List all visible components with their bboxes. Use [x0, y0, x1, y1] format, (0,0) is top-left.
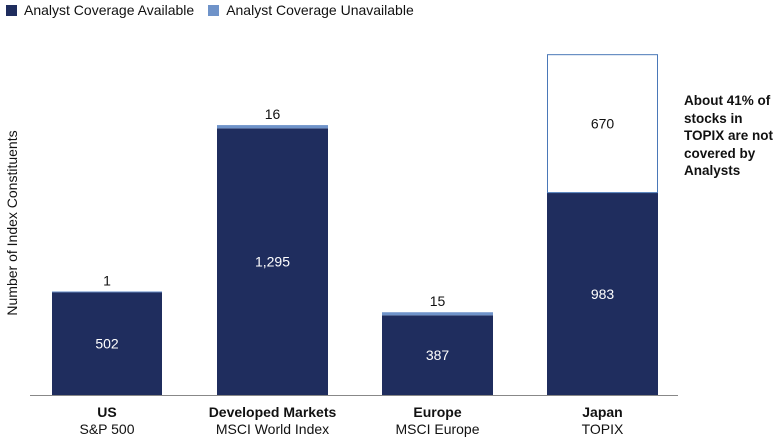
legend: Analyst Coverage Available Analyst Cover… [6, 2, 428, 18]
data-label-unavailable-japan: 670 [591, 116, 615, 132]
legend-swatch-available [6, 4, 17, 16]
x-tick-label-developed-markets: Developed Markets [209, 404, 337, 420]
data-label-available-developed-markets: 1,295 [255, 254, 290, 270]
data-label-available-us: 502 [95, 335, 119, 351]
x-tick-label-europe: Europe [413, 404, 461, 420]
data-label-unavailable-developed-markets: 16 [265, 106, 281, 122]
data-label-unavailable-europe: 15 [430, 293, 446, 309]
bar-available-europe [382, 315, 493, 395]
bar-available-developed-markets [217, 128, 328, 395]
bar-unavailable-japan [547, 54, 658, 194]
legend-label-unavailable: Analyst Coverage Unavailable [226, 2, 414, 18]
data-label-available-europe: 387 [426, 347, 450, 363]
y-axis-title: Number of Index Constituents [4, 130, 20, 315]
bar-unavailable-europe [382, 312, 493, 316]
legend-swatch-unavailable [208, 4, 220, 16]
bar-unavailable-us [52, 291, 162, 293]
bar-available-us [52, 291, 162, 395]
legend-label-available: Analyst Coverage Available [24, 2, 195, 18]
x-tick-label-us: US [97, 404, 116, 420]
bar-available-japan [547, 192, 658, 395]
x-tick-sublabel-japan: TOPIX [582, 421, 624, 437]
data-label-available-japan: 983 [591, 286, 615, 302]
data-label-unavailable-us: 1 [103, 272, 111, 288]
x-tick-sublabel-us: S&P 500 [79, 421, 134, 437]
x-tick-sublabel-developed-markets: MSCI World Index [216, 421, 329, 437]
legend-item-unavailable: Analyst Coverage Unavailable [208, 2, 414, 18]
bar-unavailable-developed-markets [217, 125, 328, 129]
legend-item-available: Analyst Coverage Available [6, 2, 194, 18]
x-tick-sublabel-europe: MSCI Europe [395, 421, 479, 437]
x-tick-label-japan: Japan [582, 404, 622, 420]
topix-annotation: About 41% of stocks in TOPIX are not cov… [684, 93, 774, 178]
